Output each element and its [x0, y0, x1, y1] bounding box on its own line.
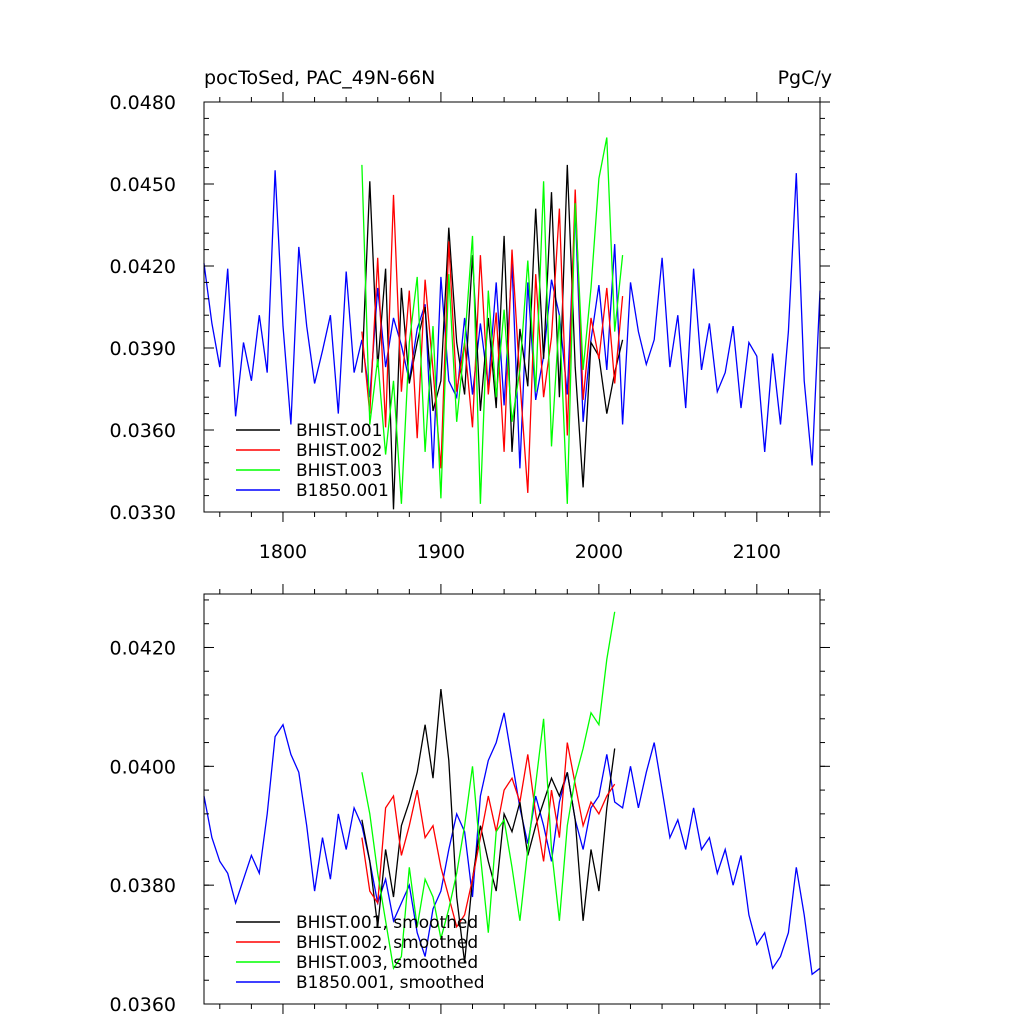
series-line-bhist-001-smoothed — [361, 689, 616, 963]
bottom-panel: 0.0420 0.0400 0.0380 0.0360 BHIST.001, smoo… — [110, 584, 830, 1016]
units-label: PgC/y — [778, 67, 832, 89]
x-tick-label: 2100 — [733, 541, 781, 563]
plot-frame — [203, 593, 821, 1005]
y-tick-label: 0.0390 — [110, 338, 176, 360]
plot-frame — [203, 101, 821, 513]
legend-label: BHIST.001, smoothed — [296, 913, 478, 933]
y-tick-label: 0.0330 — [110, 502, 176, 524]
series-line-bhist-003 — [361, 137, 624, 504]
y-tick-label: 0.0420 — [110, 256, 176, 278]
legend-label: BHIST.001 — [296, 421, 382, 441]
y-tick-label: 0.0480 — [110, 92, 176, 114]
top-plot-area: 0.0480 0.0450 0.0420 0.0390 0.0360 0.0330 1800… — [110, 92, 830, 563]
y-tick-label: 0.0400 — [110, 756, 176, 778]
legend-label: BHIST.003, smoothed — [296, 953, 478, 973]
top-panel: pocToSed, PAC_49N-66N PgC/y 0.0480 0.0450… — [110, 67, 832, 563]
y-tick-label: 0.0360 — [110, 420, 176, 442]
series-line-b1850-001-smoothed — [203, 712, 821, 976]
series-line-bhist-002-smoothed — [361, 742, 616, 929]
legend-label: B1850.001 — [296, 481, 389, 501]
bottom-plot-area: 0.0420 0.0400 0.0380 0.0360 — [110, 584, 830, 1016]
y-tick-label: 0.0360 — [110, 994, 176, 1016]
x-tick-label: 1800 — [259, 541, 307, 563]
x-tick-label: 2000 — [575, 541, 623, 563]
y-tick-label: 0.0450 — [110, 174, 176, 196]
legend-label: BHIST.002 — [296, 441, 382, 461]
x-tick-label: 1900 — [417, 541, 465, 563]
chart-title: pocToSed, PAC_49N-66N — [204, 67, 435, 89]
legend-label: BHIST.002, smoothed — [296, 933, 478, 953]
series-line-bhist-003-smoothed — [361, 611, 616, 971]
y-tick-label: 0.0380 — [110, 875, 176, 897]
legend-label: B1850.001, smoothed — [296, 973, 485, 993]
y-tick-label: 0.0420 — [110, 637, 176, 659]
legend-label: BHIST.003 — [296, 461, 382, 481]
